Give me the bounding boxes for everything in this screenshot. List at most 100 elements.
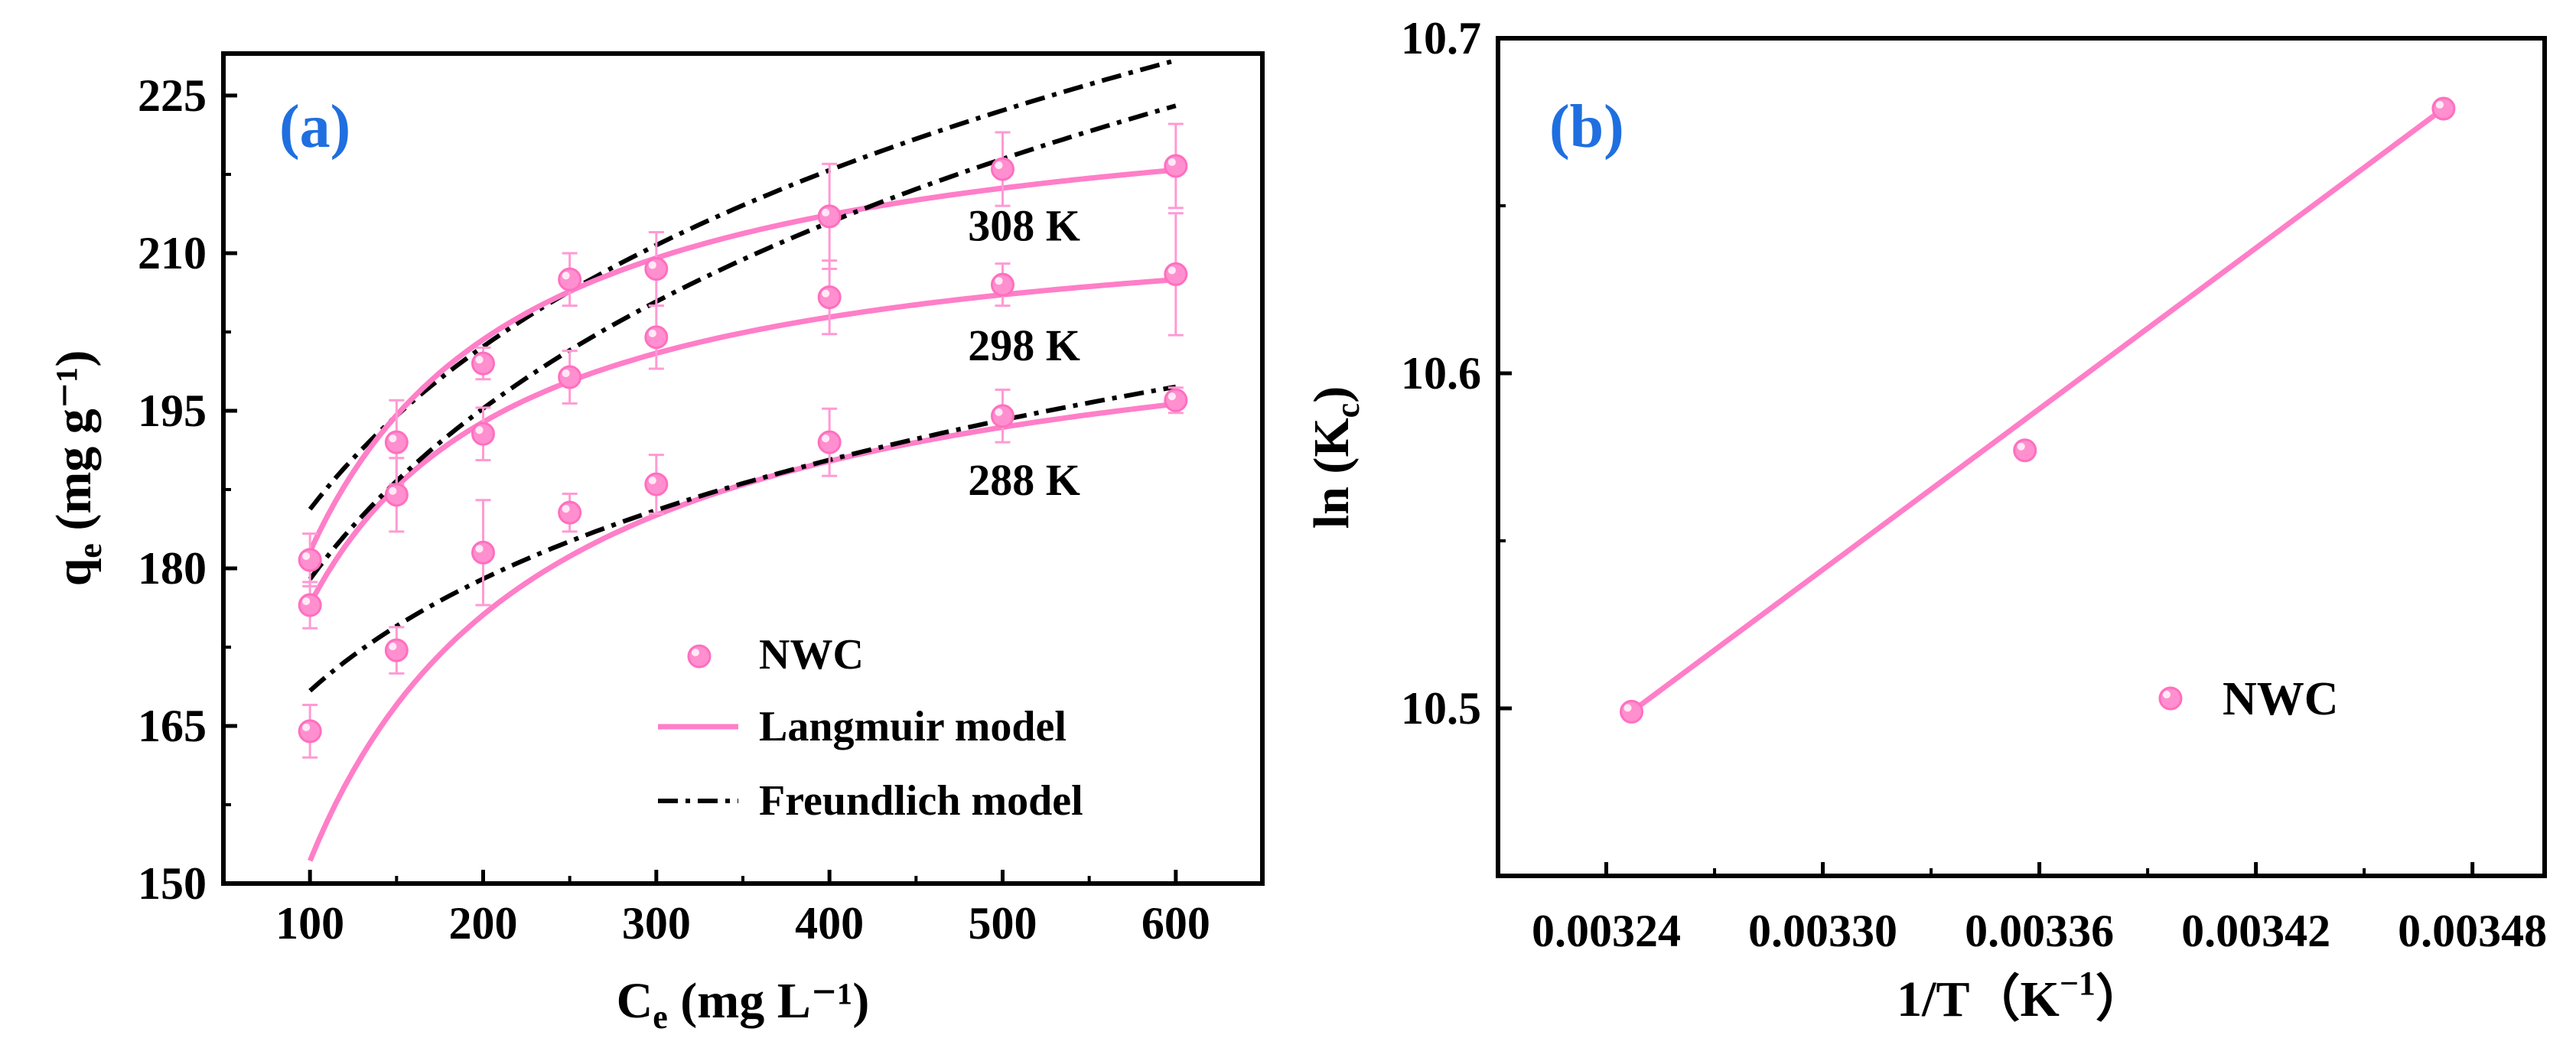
- y-tick-label: 180: [138, 543, 207, 594]
- x-axis-title-b: 1/T（K−1）: [1897, 965, 2146, 1027]
- x-tick-label: 0.00348: [2398, 906, 2547, 956]
- data-point: [1164, 154, 1188, 178]
- marker-highlight: [648, 329, 656, 337]
- x-tick-label: 0.00342: [2181, 906, 2330, 956]
- marker-highlight: [475, 426, 484, 434]
- y-axis-ticks: 10.5 10.6 10.7: [1401, 13, 1512, 877]
- y-axis-title-a: qe (mg g⁻¹): [46, 350, 109, 587]
- marker-highlight: [822, 289, 830, 298]
- x-tick-label: 400: [795, 898, 864, 949]
- marker-highlight: [1623, 704, 1632, 712]
- data-point: [558, 500, 582, 525]
- data-point: [2013, 438, 2037, 463]
- marker-highlight: [648, 261, 656, 269]
- marker-highlight: [389, 434, 397, 443]
- y-tick-label: 10.5: [1401, 683, 1481, 734]
- data-points: [298, 154, 1188, 744]
- marker-highlight: [1168, 392, 1176, 401]
- marker-highlight: [475, 545, 484, 553]
- y-axis-ticks: 150 165 180 195 210 225: [138, 70, 237, 909]
- marker-body: [471, 351, 495, 376]
- data-point: [2431, 96, 2456, 121]
- y-tick-label: 225: [138, 70, 207, 121]
- marker-body: [817, 204, 842, 229]
- legend-marker-highlight: [692, 649, 699, 656]
- legend-label-nwc: NWC: [2223, 673, 2339, 725]
- panel-label-a: (a): [279, 93, 350, 161]
- marker-body: [644, 325, 669, 350]
- data-point: [1620, 699, 1644, 724]
- temperature-label: 288 K: [968, 455, 1080, 505]
- data-point: [471, 540, 495, 565]
- marker-body: [1164, 388, 1188, 412]
- x-tick-label: 200: [449, 898, 518, 949]
- linear-fit-line: [1630, 106, 2446, 714]
- langmuir-curve: [308, 277, 1177, 606]
- data-point: [991, 272, 1014, 297]
- data-point: [384, 430, 409, 454]
- marker-highlight: [822, 208, 830, 216]
- panel-label-b: (b): [1549, 93, 1624, 161]
- y-tick-label: 10.6: [1401, 348, 1481, 399]
- marker-highlight: [1168, 158, 1176, 166]
- data-point: [471, 351, 495, 376]
- marker-highlight: [2435, 100, 2444, 109]
- data-point: [817, 204, 842, 229]
- legend-a: NWC Langmuir model Freundlich model: [658, 631, 1083, 825]
- x-tick-label: 0.00336: [1965, 906, 2114, 956]
- y-tick-label: 10.7: [1401, 13, 1481, 63]
- panel-a-isotherm-chart: 100 200 300 400 500 600 150 165 180 195 210 225 (a…: [46, 51, 1265, 1036]
- legend-label-freundlich: Freundlich model: [759, 777, 1083, 825]
- temperature-label: 298 K: [968, 321, 1080, 370]
- temperature-label: 308 K: [968, 200, 1080, 250]
- freundlich-curve: [308, 58, 1177, 511]
- data-point: [558, 365, 582, 389]
- freundlich-curve: [308, 384, 1177, 693]
- marker-highlight: [302, 597, 311, 606]
- fit-line: [1630, 106, 2446, 714]
- marker-highlight: [562, 505, 570, 513]
- marker-body: [2431, 96, 2456, 121]
- marker-body: [471, 540, 495, 565]
- marker-body: [558, 267, 582, 291]
- marker-body: [991, 157, 1014, 181]
- marker-body: [558, 500, 582, 525]
- legend-marker-nwc: [687, 644, 712, 669]
- data-point: [644, 257, 669, 282]
- marker-body: [298, 593, 322, 617]
- data-point: [817, 430, 842, 454]
- data-point: [471, 421, 495, 446]
- marker-body: [384, 430, 409, 454]
- marker-body: [644, 472, 669, 496]
- marker-body: [1620, 699, 1644, 724]
- marker-highlight: [389, 487, 397, 495]
- data-point: [1164, 262, 1188, 286]
- marker-body: [817, 285, 842, 310]
- data-points: [1620, 96, 2456, 724]
- data-point: [558, 267, 582, 291]
- y-tick-label: 150: [138, 858, 207, 909]
- y-axis-title-b: ln (Kc): [1304, 386, 1366, 529]
- marker-body: [471, 421, 495, 446]
- legend-label-nwc: NWC: [759, 631, 864, 679]
- legend-b: NWC: [2158, 673, 2339, 725]
- model-curves: [307, 58, 1177, 862]
- data-point: [384, 638, 409, 662]
- marker-highlight: [389, 643, 397, 651]
- data-point: [817, 285, 842, 310]
- data-point: [991, 404, 1014, 428]
- legend-marker-nwc: [2158, 686, 2183, 711]
- marker-body: [1164, 262, 1188, 286]
- marker-body: [644, 257, 669, 282]
- marker-highlight: [475, 356, 484, 364]
- x-axis-title-a: Ce (mg L⁻¹): [617, 973, 870, 1036]
- data-point: [384, 483, 409, 507]
- marker-body: [558, 365, 582, 389]
- x-tick-label: 300: [622, 898, 691, 949]
- x-tick-label: 0.00330: [1748, 906, 1897, 956]
- marker-body: [298, 548, 322, 572]
- marker-highlight: [2017, 442, 2025, 451]
- marker-body: [991, 272, 1014, 297]
- x-axis-ticks: 0.00324 0.00330 0.00336 0.00342 0.00348: [1532, 862, 2547, 956]
- x-axis-ticks: 100 200 300 400 500 600: [275, 870, 1264, 949]
